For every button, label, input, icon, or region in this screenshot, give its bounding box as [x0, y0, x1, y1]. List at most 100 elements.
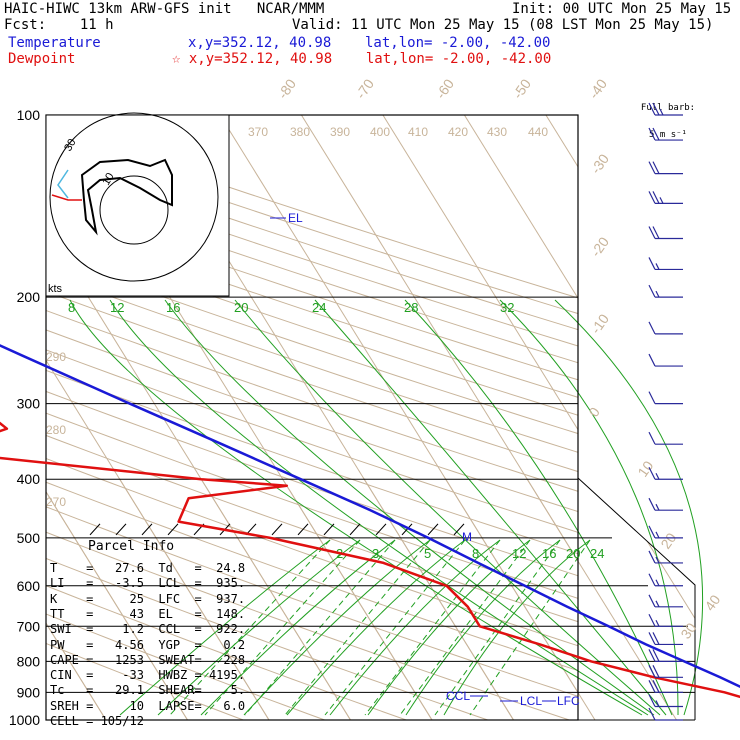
mixing-ratio-curve — [200, 539, 396, 716]
temperature-profile — [0, 344, 740, 688]
level-hatch — [271, 523, 283, 536]
level-hatch — [323, 523, 335, 536]
level-hatch — [427, 523, 439, 536]
mixing-ratio-label: 32 — [500, 300, 514, 315]
dry-adiabat — [46, 291, 578, 473]
dry-adiabat — [46, 309, 578, 492]
parcel-info-row: TT = 43 EL = 148. — [50, 606, 246, 621]
mixing-ratio-line — [109, 299, 649, 716]
isotherm-line — [590, 478, 695, 720]
theta-label: 390 — [330, 125, 350, 139]
theta-label: 430 — [487, 125, 507, 139]
isotherm-line — [46, 478, 278, 720]
dewpoint-legend: Dewpoint — [8, 51, 76, 67]
theta-label: 420 — [448, 125, 468, 139]
hodograph-trace-surface — [51, 194, 82, 201]
isotherm-label: -10 — [587, 311, 612, 337]
isobar-lines — [45, 114, 696, 721]
mixing-ratio-curve — [286, 539, 466, 716]
hodograph-axis-label: kts — [48, 283, 63, 295]
wind-barb-flag — [648, 707, 656, 721]
hodograph-frame — [45, 114, 230, 297]
mixing-ratio-curve — [329, 539, 501, 716]
hodograph-trace-low — [57, 169, 69, 199]
isotherm-line — [300, 115, 578, 563]
level-hatch — [401, 523, 413, 536]
isotherm-line — [46, 478, 196, 720]
parcel-info-row: SWI = 1.2 CCL = 922. — [50, 622, 246, 637]
isotherm-line — [509, 478, 695, 720]
mixing-ratio-dashed — [324, 539, 466, 716]
wind-barb-flag — [648, 680, 656, 693]
wind-barb-flag — [648, 226, 656, 239]
isotherm-label: -50 — [509, 76, 534, 102]
level-hatch — [297, 523, 309, 536]
isotherm-line — [463, 115, 578, 300]
mixing-ratio-label: 24 — [590, 546, 604, 561]
ccl-label: CCL — [446, 689, 470, 703]
mixing-ratio-label: 20 — [234, 300, 248, 315]
mixing-ratio-label: 20 — [566, 546, 580, 561]
pressure-label: 500 — [17, 530, 41, 546]
parcel-info-row: PW = 4.56 YGP = 0.2 — [50, 637, 246, 652]
wind-barb-flag — [648, 594, 656, 608]
mixing-ratio-label: 24 — [312, 300, 326, 315]
wind-barb-flag — [648, 614, 656, 627]
dry-adiabat — [46, 329, 578, 513]
pressure-label: 800 — [17, 653, 41, 669]
mixing-ratio-line — [499, 299, 679, 716]
temperature-location: x,y=352.12, 40.98 lat,lon= -2.00, -42.00 — [188, 35, 551, 51]
wind-barbs — [648, 102, 683, 721]
parcel-info-row: CELL = 105/12 — [50, 714, 144, 728]
pressure-label: 300 — [17, 396, 41, 412]
parcel-info-row: CAPE = 1253 SWEAT= 228 — [50, 652, 246, 667]
wind-barb-half — [659, 197, 664, 204]
theta-label: 440 — [528, 125, 548, 139]
dry-adiabat — [46, 434, 578, 623]
lower-isotherm-lines — [46, 478, 695, 720]
isotherm-label: 30 — [677, 620, 699, 642]
parcel-info-row: T = 27.6 Td = 24.8 — [50, 561, 246, 575]
wind-barb-half — [655, 263, 660, 270]
mixing-ratio-dashed — [469, 539, 591, 716]
wind-barb-flag — [652, 649, 660, 662]
mixing-ratio-dashed — [244, 539, 396, 716]
mixing-ratio-curve — [367, 539, 531, 716]
mixing-ratio-curve — [443, 539, 591, 716]
title-text: HAIC-HIWC 13km ARW-GFS init NCAR/MMM — [4, 1, 325, 17]
wind-barb-flag — [652, 102, 660, 116]
level-hatch — [453, 523, 465, 536]
parcel-info-row: CIN = -33 HWBZ = 4195. — [50, 668, 246, 683]
isotherm-label: -60 — [432, 76, 457, 102]
dry-adiabat — [46, 272, 578, 453]
dry-adiabat — [46, 531, 571, 720]
mixing-ratio-label: 28 — [404, 300, 418, 315]
mixing-ratio-dashed — [284, 539, 431, 716]
dry-adiabat — [46, 506, 578, 697]
isotherm-line — [46, 478, 441, 720]
isotherm-line — [382, 115, 578, 431]
wind-barb-flag — [652, 191, 660, 204]
theta-label: 280 — [46, 423, 66, 437]
wind-barb-half — [659, 108, 664, 116]
wind-barb-flag — [648, 573, 656, 587]
wind-barb-flag — [652, 680, 660, 693]
mixing-ratio-dashed — [364, 539, 501, 716]
wind-barb-flag — [648, 431, 656, 445]
hodograph-trace — [80, 158, 173, 236]
dry-adiabat — [46, 349, 578, 533]
wind-barb-flag — [648, 694, 656, 707]
isotherm-label: -40 — [585, 76, 610, 102]
wind-barb-flag — [648, 649, 656, 662]
hodograph-ring-outer — [49, 112, 219, 282]
wind-barb-flag — [652, 632, 660, 645]
wind-barb-flag — [648, 391, 656, 404]
mixing-ratio-label: 12 — [512, 546, 526, 561]
wind-barb-half — [655, 600, 660, 608]
wind-barb-half — [655, 620, 660, 627]
dry-adiabat — [46, 557, 490, 720]
mixing-ratio-label: 3 — [372, 546, 379, 561]
isotherm-line — [591, 56, 740, 732]
mixing-ratio-line — [314, 299, 667, 716]
